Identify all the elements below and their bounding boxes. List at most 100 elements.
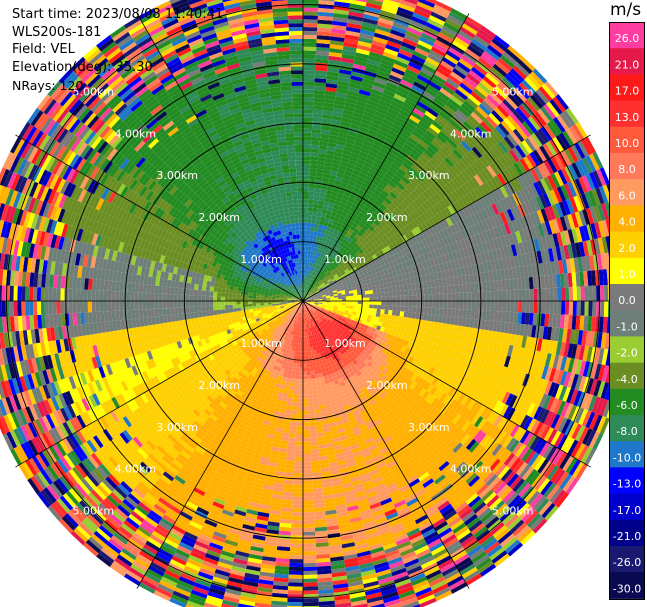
gate bbox=[346, 237, 353, 244]
gate bbox=[470, 111, 483, 124]
gate bbox=[447, 74, 462, 86]
gate bbox=[406, 214, 414, 223]
gate bbox=[369, 182, 378, 190]
gate bbox=[318, 248, 323, 254]
gate bbox=[323, 269, 328, 274]
gate bbox=[447, 301, 452, 309]
gate bbox=[385, 245, 392, 253]
gate bbox=[306, 285, 308, 290]
gate bbox=[358, 36, 373, 44]
gate bbox=[404, 121, 416, 131]
gate bbox=[369, 92, 382, 100]
gate bbox=[503, 117, 516, 132]
gate bbox=[491, 38, 508, 52]
gate bbox=[490, 66, 505, 80]
gate bbox=[376, 206, 385, 214]
gate bbox=[356, 259, 363, 265]
gate bbox=[303, 461, 312, 466]
gate bbox=[327, 67, 340, 73]
gate bbox=[428, 301, 433, 308]
gate bbox=[435, 94, 448, 105]
gate bbox=[309, 417, 316, 423]
gate bbox=[318, 224, 324, 230]
gate bbox=[330, 195, 337, 201]
gate bbox=[526, 153, 537, 168]
gate bbox=[394, 206, 402, 215]
gate bbox=[381, 162, 391, 170]
gate bbox=[546, 101, 560, 117]
gate bbox=[358, 172, 367, 179]
gate bbox=[375, 232, 383, 240]
gate bbox=[436, 149, 447, 160]
gate bbox=[463, 19, 480, 32]
gate bbox=[460, 157, 471, 168]
gate bbox=[335, 269, 340, 274]
gate bbox=[369, 206, 377, 213]
gate bbox=[439, 87, 453, 99]
gate bbox=[313, 247, 318, 252]
gate bbox=[323, 221, 329, 227]
gate bbox=[397, 204, 405, 212]
gate bbox=[313, 276, 317, 281]
gate bbox=[482, 153, 493, 166]
gate bbox=[405, 184, 414, 194]
gate bbox=[305, 269, 308, 274]
gate bbox=[474, 126, 487, 139]
gate bbox=[378, 17, 394, 26]
gate bbox=[349, 269, 354, 274]
gate bbox=[306, 230, 311, 235]
gate bbox=[359, 185, 368, 193]
gate bbox=[316, 278, 321, 283]
gate bbox=[317, 27, 332, 33]
gate bbox=[314, 82, 326, 87]
gate bbox=[316, 385, 322, 390]
gate bbox=[389, 148, 399, 157]
gate bbox=[356, 215, 363, 222]
gate bbox=[417, 40, 433, 50]
gate bbox=[465, 16, 483, 29]
gate bbox=[432, 42, 448, 54]
gate bbox=[416, 301, 421, 308]
gate bbox=[309, 168, 317, 173]
gate bbox=[376, 196, 385, 204]
gate bbox=[331, 119, 342, 125]
gate bbox=[463, 100, 476, 112]
gate bbox=[455, 301, 460, 310]
gate bbox=[387, 282, 392, 288]
gate bbox=[381, 296, 386, 301]
gate bbox=[343, 105, 355, 112]
gate bbox=[467, 292, 472, 301]
gate bbox=[326, 226, 332, 232]
gate bbox=[522, 121, 535, 136]
gate bbox=[322, 263, 327, 269]
gate bbox=[396, 290, 401, 297]
gate bbox=[311, 132, 321, 138]
gate bbox=[443, 53, 459, 65]
gate bbox=[304, 293, 306, 298]
gate bbox=[391, 67, 405, 76]
gate bbox=[395, 56, 410, 65]
gate bbox=[331, 241, 337, 247]
gate bbox=[490, 301, 495, 311]
gate bbox=[431, 287, 436, 295]
gate bbox=[315, 251, 319, 257]
gate bbox=[365, 297, 370, 301]
gate bbox=[438, 130, 450, 141]
gate bbox=[356, 44, 371, 52]
gate bbox=[466, 135, 478, 147]
gate bbox=[505, 311, 511, 323]
gate bbox=[416, 123, 428, 134]
gate bbox=[312, 487, 323, 493]
gate bbox=[318, 261, 323, 267]
gate bbox=[576, 301, 581, 316]
gate bbox=[350, 245, 356, 252]
gate bbox=[447, 205, 456, 215]
gate bbox=[426, 107, 439, 118]
gate bbox=[383, 283, 388, 289]
gate bbox=[572, 286, 577, 301]
gate bbox=[503, 168, 514, 182]
gate bbox=[434, 213, 442, 223]
gate bbox=[320, 185, 328, 190]
gate bbox=[431, 155, 442, 166]
gate bbox=[428, 158, 439, 169]
